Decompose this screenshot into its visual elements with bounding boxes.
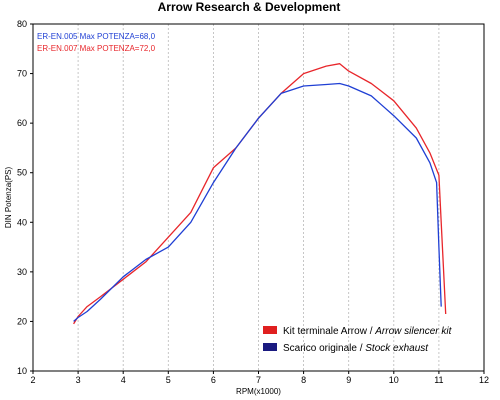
legend-swatch <box>263 343 277 351</box>
x-tick-label: 6 <box>211 375 216 385</box>
legend-label: Kit terminale Arrow / Arrow silencer kit <box>283 326 453 337</box>
y-axis-label: DIN Potenza(PS) <box>4 166 13 228</box>
y-tick-label: 70 <box>17 69 27 79</box>
max-power-annotations: ER-EN.005 Max POTENZA=68,0 ER-EN.007 Max … <box>37 32 156 53</box>
x-axis-label: RPM(x1000) <box>236 387 281 396</box>
max-power-note: ER-EN.005 Max POTENZA=68,0 <box>37 32 156 41</box>
x-tick-label: 7 <box>256 375 261 385</box>
series-line-1 <box>73 82 442 322</box>
x-tick-label: 3 <box>76 375 81 385</box>
legend: Kit terminale Arrow / Arrow silencer kit… <box>263 326 453 354</box>
y-tick-label: 30 <box>17 267 27 277</box>
x-tick-label: 8 <box>301 375 306 385</box>
series-line-0 <box>73 63 447 325</box>
grid <box>77 24 440 371</box>
y-tick-label: 40 <box>17 217 27 227</box>
y-tick-label: 10 <box>17 366 27 376</box>
legend-label: Scarico originale / Stock exhaust <box>283 343 429 354</box>
axis-ticks: 2 3 4 5 6 7 8 9 10 11 12 10 20 30 40 50 60 70 80 <box>17 19 489 385</box>
x-tick-label: 5 <box>166 375 171 385</box>
series-lines <box>73 63 447 325</box>
y-tick-label: 60 <box>17 118 27 128</box>
x-tick-label: 2 <box>30 375 35 385</box>
x-tick-label: 9 <box>346 375 351 385</box>
x-tick-label: 12 <box>479 375 489 385</box>
y-tick-label: 20 <box>17 316 27 326</box>
x-tick-label: 4 <box>121 375 126 385</box>
x-tick-label: 10 <box>389 375 399 385</box>
max-power-note: ER-EN.007 Max POTENZA=72,0 <box>37 44 156 53</box>
x-tick-label: 11 <box>434 375 443 385</box>
y-tick-label: 50 <box>17 168 27 178</box>
y-tick-label: 80 <box>17 19 27 29</box>
legend-swatch <box>263 326 277 334</box>
chart-title: Arrow Research & Development <box>158 0 341 14</box>
